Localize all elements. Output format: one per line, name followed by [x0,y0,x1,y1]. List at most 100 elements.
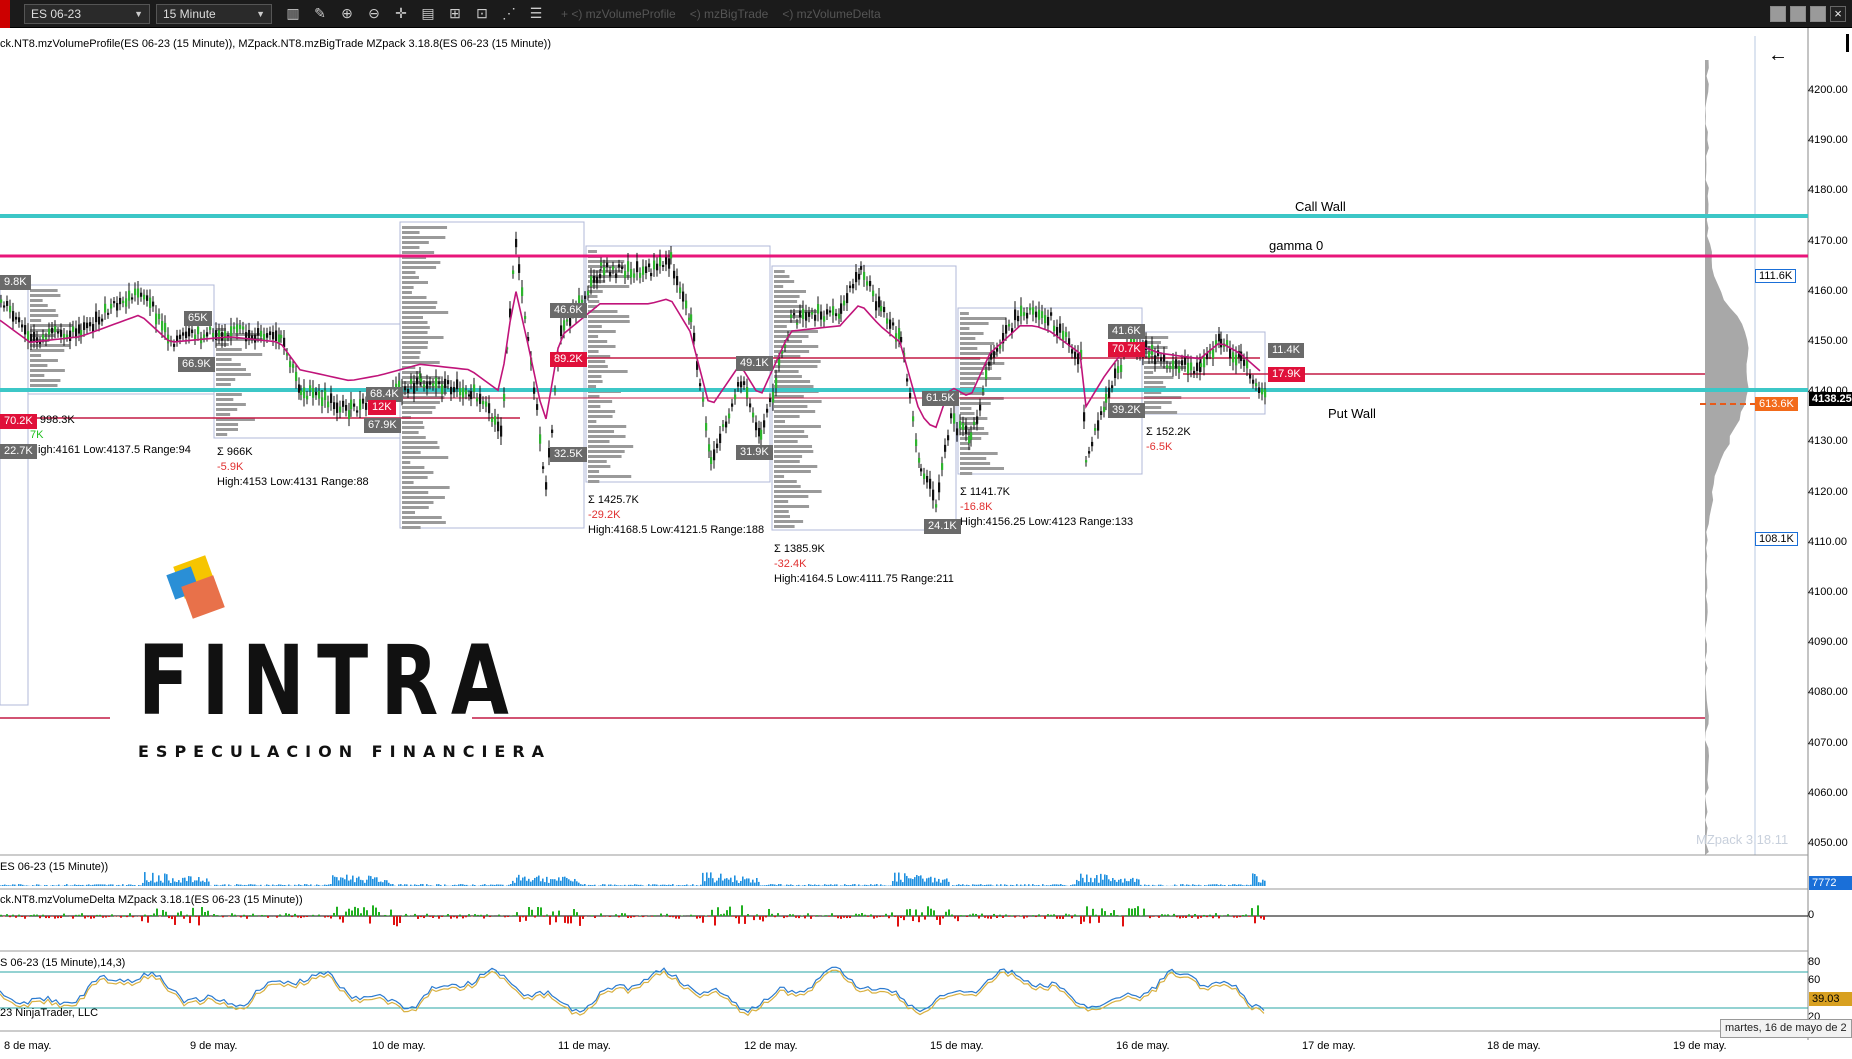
indicator-toggle-bigtrade[interactable]: <) mzBigTrade [689,6,769,21]
session-sum: Σ 966K [217,446,253,458]
fintra-logo-text: FINTRA [138,625,522,737]
bigtrade-tag[interactable]: 70.2K [0,414,37,429]
price-axis-label: 4130.00 [1808,435,1848,448]
bigtrade-tag[interactable]: 70.7K [1108,342,1145,357]
bigtrade-tag[interactable]: 9.8K [0,275,31,290]
templates-icon[interactable]: ⊞ [449,5,461,21]
crosshair-icon[interactable]: ✛ [395,5,407,21]
bigtrade-tag[interactable]: 41.6K [1108,324,1145,339]
indicators-icon[interactable]: ⋰ [502,5,516,21]
date-axis-label: 12 de may. [744,1040,798,1052]
bigtrade-tag[interactable]: 65K [184,311,212,326]
session-range: High:4156.25 Low:4123 Range:133 [960,516,1134,528]
list-icon[interactable]: ☰ [529,5,543,21]
price-axis-label: 4170.00 [1808,234,1848,247]
gamma-zero-label: gamma 0 [1269,238,1324,253]
instrument-value: ES 06-23 [31,6,82,21]
stoch-value-tag: 39.03 [1809,992,1852,1006]
date-axis-label: 8 de may. [4,1040,52,1052]
delta-zero-label: 0 [1808,909,1815,921]
fintra-logo-icon [166,555,225,619]
mzpack-watermark: MZpack 3.18.11 [1696,832,1789,847]
fintra-logo-tagline: ESPECULACION FINANCIERA [138,742,552,761]
arrow-left-icon[interactable]: ← [1768,44,1788,66]
bigtrade-tag[interactable]: 66.9K [178,357,215,372]
session-range: High:4168.5 Low:4121.5 Range:188 [588,524,765,536]
call-wall-label: Call Wall [1295,199,1346,214]
price-axis-label: 4120.00 [1808,485,1848,498]
window-maximize-button[interactable] [1810,5,1826,22]
window-tab-marker[interactable] [0,0,10,28]
date-axis-label: 16 de may. [1116,1040,1170,1052]
vp-low-tag: 108.1K [1755,532,1798,546]
price-axis-label: 4110.00 [1808,535,1847,548]
session-sum: Σ 1141.7K [960,486,1011,498]
indicator-toggle-volume-delta[interactable]: <) mzVolumeDelta [782,6,881,21]
delta-panel-title: ck.NT8.mzVolumeDelta MZpack 3.18.1(ES 06… [0,894,303,906]
session-delta: -29.2K [588,509,621,521]
bigtrade-tag[interactable]: 49.1K [736,356,773,371]
session-sum: Σ 152.2K [1146,426,1191,438]
stoch-level-80: 80 [1808,956,1821,968]
date-axis-label: 11 de may. [558,1040,611,1052]
price-axis-label: 4070.00 [1808,736,1848,749]
bigtrade-tag[interactable]: 46.6K [550,303,587,318]
date-axis-label: 17 de may. [1302,1040,1356,1052]
copyright-text: 23 NinjaTrader, LLC [0,1007,99,1019]
window-minimize-button[interactable] [1790,5,1806,22]
date-axis-label: 9 de may. [190,1040,238,1052]
price-axis-label: 4150.00 [1808,335,1848,347]
bigtrade-tag[interactable]: 67.9K [364,418,401,433]
price-axis-label: 4180.00 [1808,184,1848,197]
bigtrade-tag[interactable]: 68.4K [366,387,403,402]
volume-value-tag: 7772 [1809,876,1852,890]
bar-type-icon[interactable]: ▥ [286,5,300,21]
price-axis-label: 4160.00 [1808,284,1848,297]
date-tooltip: martes, 16 de mayo de 2 [1720,1019,1852,1038]
bigtrade-tag[interactable]: 11.4K [1268,343,1304,358]
indicator-toggle-volume-profile[interactable]: + <) mzVolumeProfile [561,6,676,21]
session-sum: Σ 998.3K [30,414,75,426]
price-axis-label: 4050.00 [1808,837,1848,849]
current-price-tag: 4138.25 [1809,392,1852,406]
date-axis-label: 18 de may. [1487,1040,1541,1052]
session-range: High:4161 Low:4137.5 Range:94 [30,444,191,456]
stoch-level-60: 60 [1808,974,1821,986]
instrument-select[interactable]: ES 06-23 ▼ [24,3,150,24]
date-axis-label: 19 de may. [1673,1040,1727,1052]
chart-toolbar: ES 06-23 ▼ 15 Minute ▼ ▥ ✎ ⊕ ⊖ ✛ ▤ ⊞ ⊡ ⋰ ☰… [0,0,1852,28]
bigtrade-tag[interactable]: 22.7K [0,444,37,459]
zoom-in-icon[interactable]: ⊕ [341,5,353,21]
bigtrade-tag[interactable]: 17.9K [1268,367,1305,382]
close-icon[interactable]: × [1830,5,1846,22]
put-wall-label: Put Wall [1328,406,1376,421]
bigtrade-tag[interactable]: 32.5K [550,447,587,462]
bigtrade-tag[interactable]: 24.1K [924,519,961,534]
vp-poc-tag: 613.6K [1755,397,1798,411]
properties-icon[interactable]: ▤ [421,5,435,21]
pencil-icon[interactable]: ✎ [314,5,326,21]
interval-select[interactable]: 15 Minute ▼ [156,3,272,24]
bigtrade-tag[interactable]: 89.2K [550,352,587,367]
bigtrade-tag[interactable]: 39.2K [1108,403,1145,418]
bigtrade-tag[interactable]: 12K [368,400,396,415]
price-axis-label: 4190.00 [1808,134,1848,147]
session-delta: 7K [30,429,44,441]
price-axis-label: 4100.00 [1808,586,1848,598]
price-axis-label: 4200.00 [1808,84,1848,96]
panel-splitter[interactable] [1846,34,1849,52]
zoom-out-icon[interactable]: ⊖ [368,5,380,21]
session-range: High:4153 Low:4131 Range:88 [217,476,369,488]
date-axis-label: 10 de may. [372,1040,426,1052]
session-delta: -32.4K [774,558,807,570]
window-tile-button[interactable] [1770,5,1786,22]
session-delta: -5.9K [217,461,244,473]
price-axis-label: 4060.00 [1808,786,1848,799]
session-delta: -6.5K [1146,441,1173,453]
session-range: High:4164.5 Low:4111.75 Range:211 [774,573,954,585]
bigtrade-tag[interactable]: 61.5K [922,391,959,406]
bigtrade-tag[interactable]: 31.9K [736,445,773,460]
chevron-down-icon: ▼ [256,8,265,19]
strategy-icon[interactable]: ⊡ [476,5,488,21]
vp-high-tag: 111.6K [1755,269,1797,283]
